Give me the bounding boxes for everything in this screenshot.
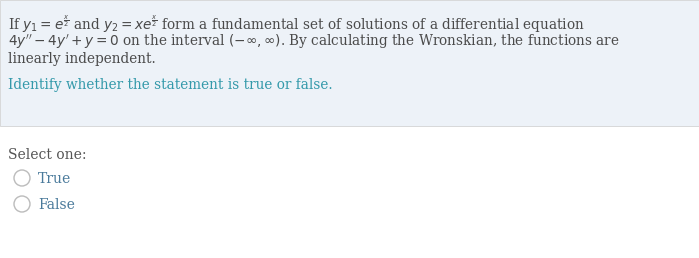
Text: If $y_1 = e^{\frac{x}{2}}$ and $y_2 = xe^{\frac{x}{2}}$ form a fundamental set o: If $y_1 = e^{\frac{x}{2}}$ and $y_2 = xe… [8,14,585,35]
Text: False: False [38,198,75,212]
Text: linearly independent.: linearly independent. [8,52,156,66]
Circle shape [14,196,30,212]
Text: Select one:: Select one: [8,148,87,162]
Text: $4y'' - 4y' + y = 0$ on the interval $(-\infty, \infty)$. By calculating the Wro: $4y'' - 4y' + y = 0$ on the interval $(-… [8,33,619,51]
Text: Identify whether the statement is true or false.: Identify whether the statement is true o… [8,78,333,92]
FancyBboxPatch shape [0,0,699,126]
Circle shape [14,170,30,186]
Text: True: True [38,172,71,186]
